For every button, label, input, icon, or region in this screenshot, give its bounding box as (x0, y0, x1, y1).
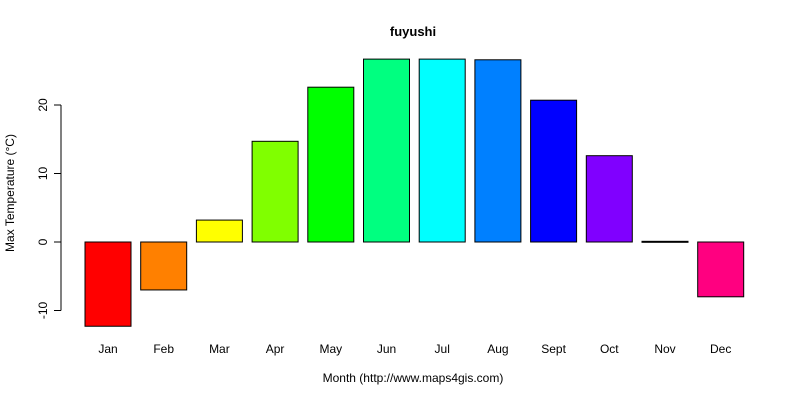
x-tick-label: Feb (153, 342, 174, 356)
bar-dec (697, 241, 745, 298)
x-tick-label: Nov (654, 342, 675, 356)
bar-sept (530, 99, 578, 243)
x-tick-label: Mar (209, 342, 230, 356)
bar-feb (140, 241, 188, 291)
bar-jan (84, 241, 132, 327)
x-tick-label: Dec (710, 342, 731, 356)
x-tick-label: Sept (541, 342, 566, 356)
bars (84, 58, 745, 327)
x-tick-label: Oct (600, 342, 619, 356)
bar-jun (363, 58, 410, 243)
bar-nov (641, 240, 689, 243)
x-tick-label: Jul (435, 342, 450, 356)
bar-may (307, 86, 355, 243)
x-tick-label: Jun (377, 342, 396, 356)
bar-mar (195, 219, 243, 243)
y-tick-label: 10 (36, 167, 50, 181)
x-tick-label: Jan (98, 342, 117, 356)
y-axis: -10 0 10 20 (36, 98, 62, 320)
chart-title: fuyushi (390, 24, 436, 39)
y-tick-label: 20 (36, 98, 50, 112)
x-tick-label: May (319, 342, 342, 356)
bar-apr (251, 140, 299, 243)
x-axis: Jan Feb Mar Apr May Jun Jul Aug Sept Oct Nov Dec (98, 342, 731, 356)
bar-jul (418, 58, 466, 243)
y-tick-label: 0 (36, 238, 50, 245)
x-axis-label: Month (http://www.maps4gis.com) (323, 371, 504, 385)
x-tick-label: Apr (266, 342, 285, 356)
bar-aug (474, 59, 522, 243)
y-tick-label: -10 (36, 302, 50, 320)
y-axis-label: Max Temperature (°C) (3, 134, 17, 252)
x-tick-label: Aug (487, 342, 508, 356)
bar-oct (585, 155, 633, 243)
